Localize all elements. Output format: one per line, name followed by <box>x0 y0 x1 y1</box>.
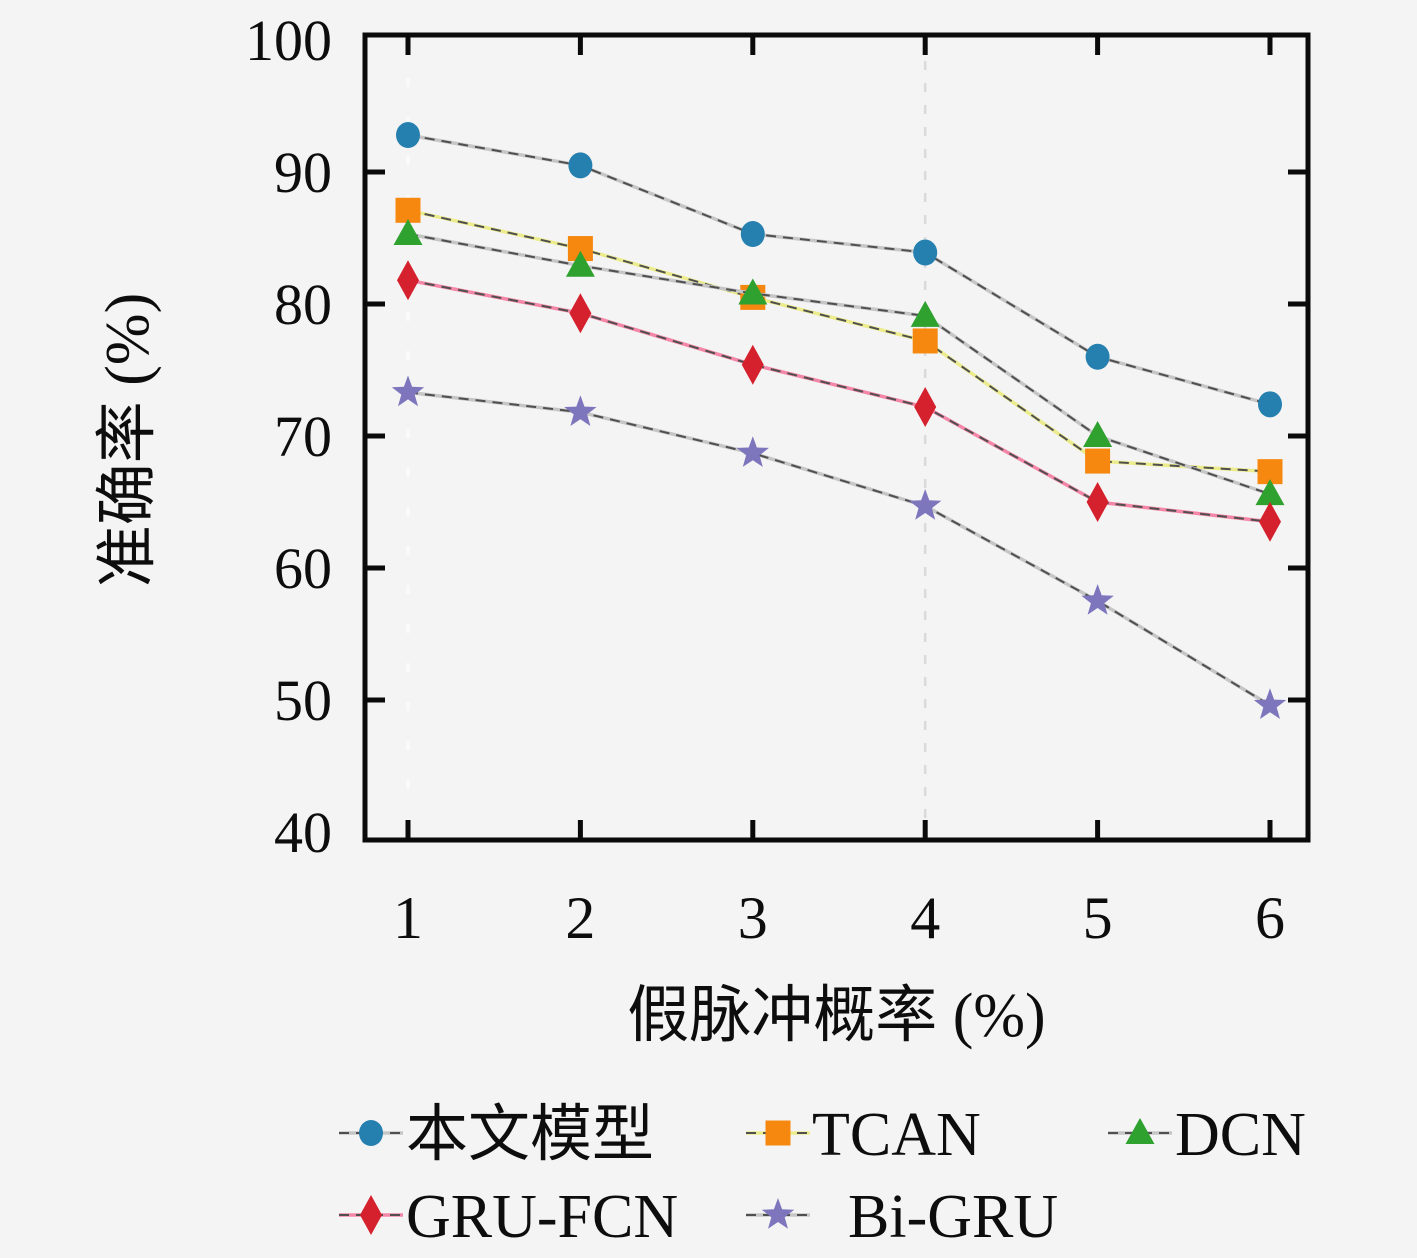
star-marker <box>391 375 425 407</box>
star-marker <box>564 395 597 426</box>
star-marker <box>909 489 942 520</box>
diamond-marker <box>397 260 419 301</box>
series-GRU-FCN <box>397 260 1281 542</box>
square-marker <box>912 328 938 354</box>
star-marker <box>1081 584 1114 615</box>
series-line-underlay <box>406 133 1272 407</box>
circle-marker <box>1085 343 1110 370</box>
y-tick-label: 60 <box>274 536 332 601</box>
series-本文模型 <box>396 122 1282 418</box>
series-line-underlay <box>406 232 1272 496</box>
x-tick-label: 1 <box>393 885 423 951</box>
series-line-dashed <box>407 279 1271 523</box>
series-line-underlay <box>406 208 1272 474</box>
triangle-marker <box>1125 1118 1155 1144</box>
legend-label: DCN <box>1175 1101 1306 1169</box>
legend-item-Bi-GRU: Bi-GRU <box>746 1183 1058 1251</box>
series-line-dashed <box>407 233 1271 496</box>
series-line-dashed <box>407 134 1271 406</box>
x-axis-title: 假脉冲概率 (%) <box>627 982 1046 1050</box>
diamond-marker <box>1086 482 1109 522</box>
x-tick-label: 2 <box>565 885 595 951</box>
triangle-marker <box>910 300 940 327</box>
triangle-marker <box>1083 421 1113 447</box>
star-marker <box>736 436 769 467</box>
plot-frame <box>362 32 1311 843</box>
triangle-marker <box>738 278 768 305</box>
y-tick-label: 100 <box>245 8 332 73</box>
diamond-marker <box>1259 501 1281 542</box>
square-marker <box>395 197 421 223</box>
circle-marker <box>568 152 593 179</box>
series-line-underlay <box>406 390 1272 708</box>
series-line-dashed <box>407 209 1271 473</box>
legend-item-TCAN: TCAN <box>746 1101 981 1169</box>
legend-label: GRU-FCN <box>406 1183 678 1251</box>
diamond-marker <box>569 293 592 334</box>
triangle-marker <box>1255 479 1285 506</box>
y-tick-label: 90 <box>274 140 332 205</box>
circle-marker <box>359 1120 383 1146</box>
series-TCAN <box>395 197 1283 485</box>
x-tick-label: 6 <box>1255 885 1285 951</box>
x-tick-label: 4 <box>910 885 940 951</box>
legend-item-本文模型: 本文模型 <box>339 1101 654 1169</box>
x-tick-label: 3 <box>738 885 768 951</box>
square-marker <box>1085 448 1111 474</box>
diamond-marker <box>360 1195 382 1235</box>
x-tick-label: 5 <box>1083 885 1113 951</box>
legend-label: Bi-GRU <box>848 1183 1058 1251</box>
y-tick-label: 70 <box>274 404 332 469</box>
triangle-marker <box>565 250 595 277</box>
square-marker <box>765 1120 791 1146</box>
circle-marker <box>740 221 765 248</box>
series-line-underlay <box>406 278 1272 524</box>
series-Bi-GRU <box>391 375 1287 719</box>
legend-label: TCAN <box>812 1101 981 1169</box>
series-line-dashed <box>407 391 1271 707</box>
y-tick-label: 50 <box>274 668 332 733</box>
diamond-marker <box>741 344 764 385</box>
legend: 本文模型 TCAN DCN GRU-FCN Bi-GRU <box>339 1101 1306 1251</box>
series-DCN <box>393 219 1285 506</box>
y-tick-label: 40 <box>274 800 332 865</box>
circle-marker <box>396 122 420 149</box>
legend-label: 本文模型 <box>406 1101 654 1169</box>
y-axis-title: 准确率 (%) <box>94 292 162 588</box>
circle-marker <box>1258 391 1282 418</box>
y-tick-label: 80 <box>274 272 332 337</box>
star-marker <box>761 1198 795 1229</box>
diamond-marker <box>914 386 937 427</box>
legend-item-DCN: DCN <box>1108 1101 1306 1169</box>
legend-item-GRU-FCN: GRU-FCN <box>339 1183 678 1251</box>
circle-marker <box>913 239 938 266</box>
triangle-marker <box>393 219 423 246</box>
star-marker <box>1253 688 1287 719</box>
